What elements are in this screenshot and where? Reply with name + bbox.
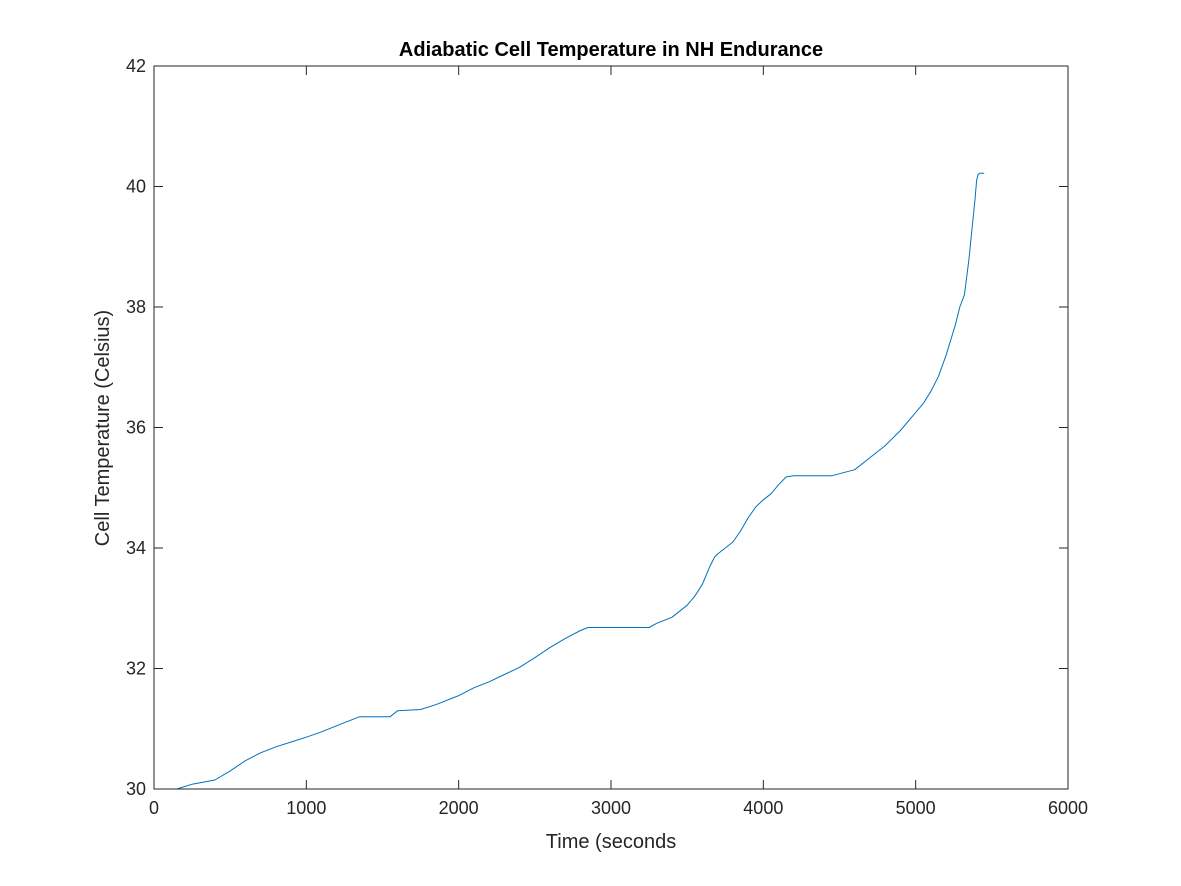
series-line-0 [154, 172, 985, 790]
x-tick-label: 3000 [591, 798, 631, 818]
x-tick-label: 5000 [896, 798, 936, 818]
y-axis-label: Cell Temperature (Celsius) [92, 310, 114, 546]
x-axis-label: Time (seconds [546, 831, 676, 853]
y-tick-label: 38 [126, 297, 146, 317]
x-tick-label: 2000 [439, 798, 479, 818]
plot-area [154, 66, 1068, 789]
axes-box [153, 65, 1069, 790]
x-tick-label: 1000 [286, 798, 326, 818]
y-tick-label: 34 [126, 538, 146, 558]
y-tick-label: 32 [126, 659, 146, 679]
y-tick-label: 40 [126, 177, 146, 197]
series-layer [154, 172, 985, 790]
x-tick-label: 6000 [1048, 798, 1088, 818]
y-tick-label: 42 [126, 56, 146, 76]
y-tick-label: 30 [126, 779, 146, 799]
x-tick-label: 4000 [743, 798, 783, 818]
x-axis-tick-labels: 0 1000 2000 3000 4000 5000 6000 [149, 798, 1088, 818]
y-axis-tick-labels: 30 32 34 36 38 40 42 [126, 56, 146, 799]
chart-title: Adiabatic Cell Temperature in NH Enduran… [399, 39, 823, 61]
y-tick-label: 36 [126, 418, 146, 438]
x-tick-label: 0 [149, 798, 159, 818]
